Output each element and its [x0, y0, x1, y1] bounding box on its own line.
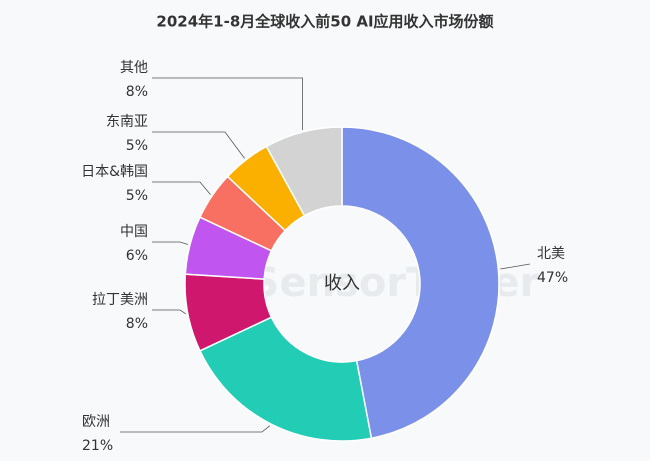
slice-label: 拉丁美洲	[92, 292, 148, 308]
donut-slice	[341, 126, 500, 440]
center-label: 收入	[324, 273, 360, 294]
slice-label: 日本&韩国	[81, 164, 148, 180]
slice-value-label: 6%	[126, 248, 148, 264]
donut-slice	[265, 126, 343, 217]
slice-label: 北美	[537, 246, 565, 262]
leader-line	[152, 131, 245, 159]
slice-label: 其他	[120, 60, 148, 76]
slice-value-label: 5%	[126, 138, 148, 154]
leader-line	[500, 263, 531, 270]
chart-title: 2024年1-8月全球收入前50 AI应用收入市场份额	[156, 13, 493, 31]
leader-line	[152, 77, 303, 130]
leader-line	[152, 181, 211, 195]
slice-label: 欧洲	[82, 414, 110, 430]
slice-value-label: 5%	[126, 188, 148, 204]
slice-value-label: 21%	[82, 438, 113, 454]
leader-line	[120, 425, 271, 433]
slice-value-label: 8%	[126, 84, 148, 100]
slice-value-label: 47%	[537, 270, 568, 286]
donut-slice	[198, 316, 373, 442]
slice-label: 东南亚	[106, 114, 148, 130]
leader-line	[152, 241, 189, 245]
slice-value-label: 8%	[126, 316, 148, 332]
leader-line	[152, 309, 187, 315]
slice-label: 中国	[120, 224, 148, 240]
